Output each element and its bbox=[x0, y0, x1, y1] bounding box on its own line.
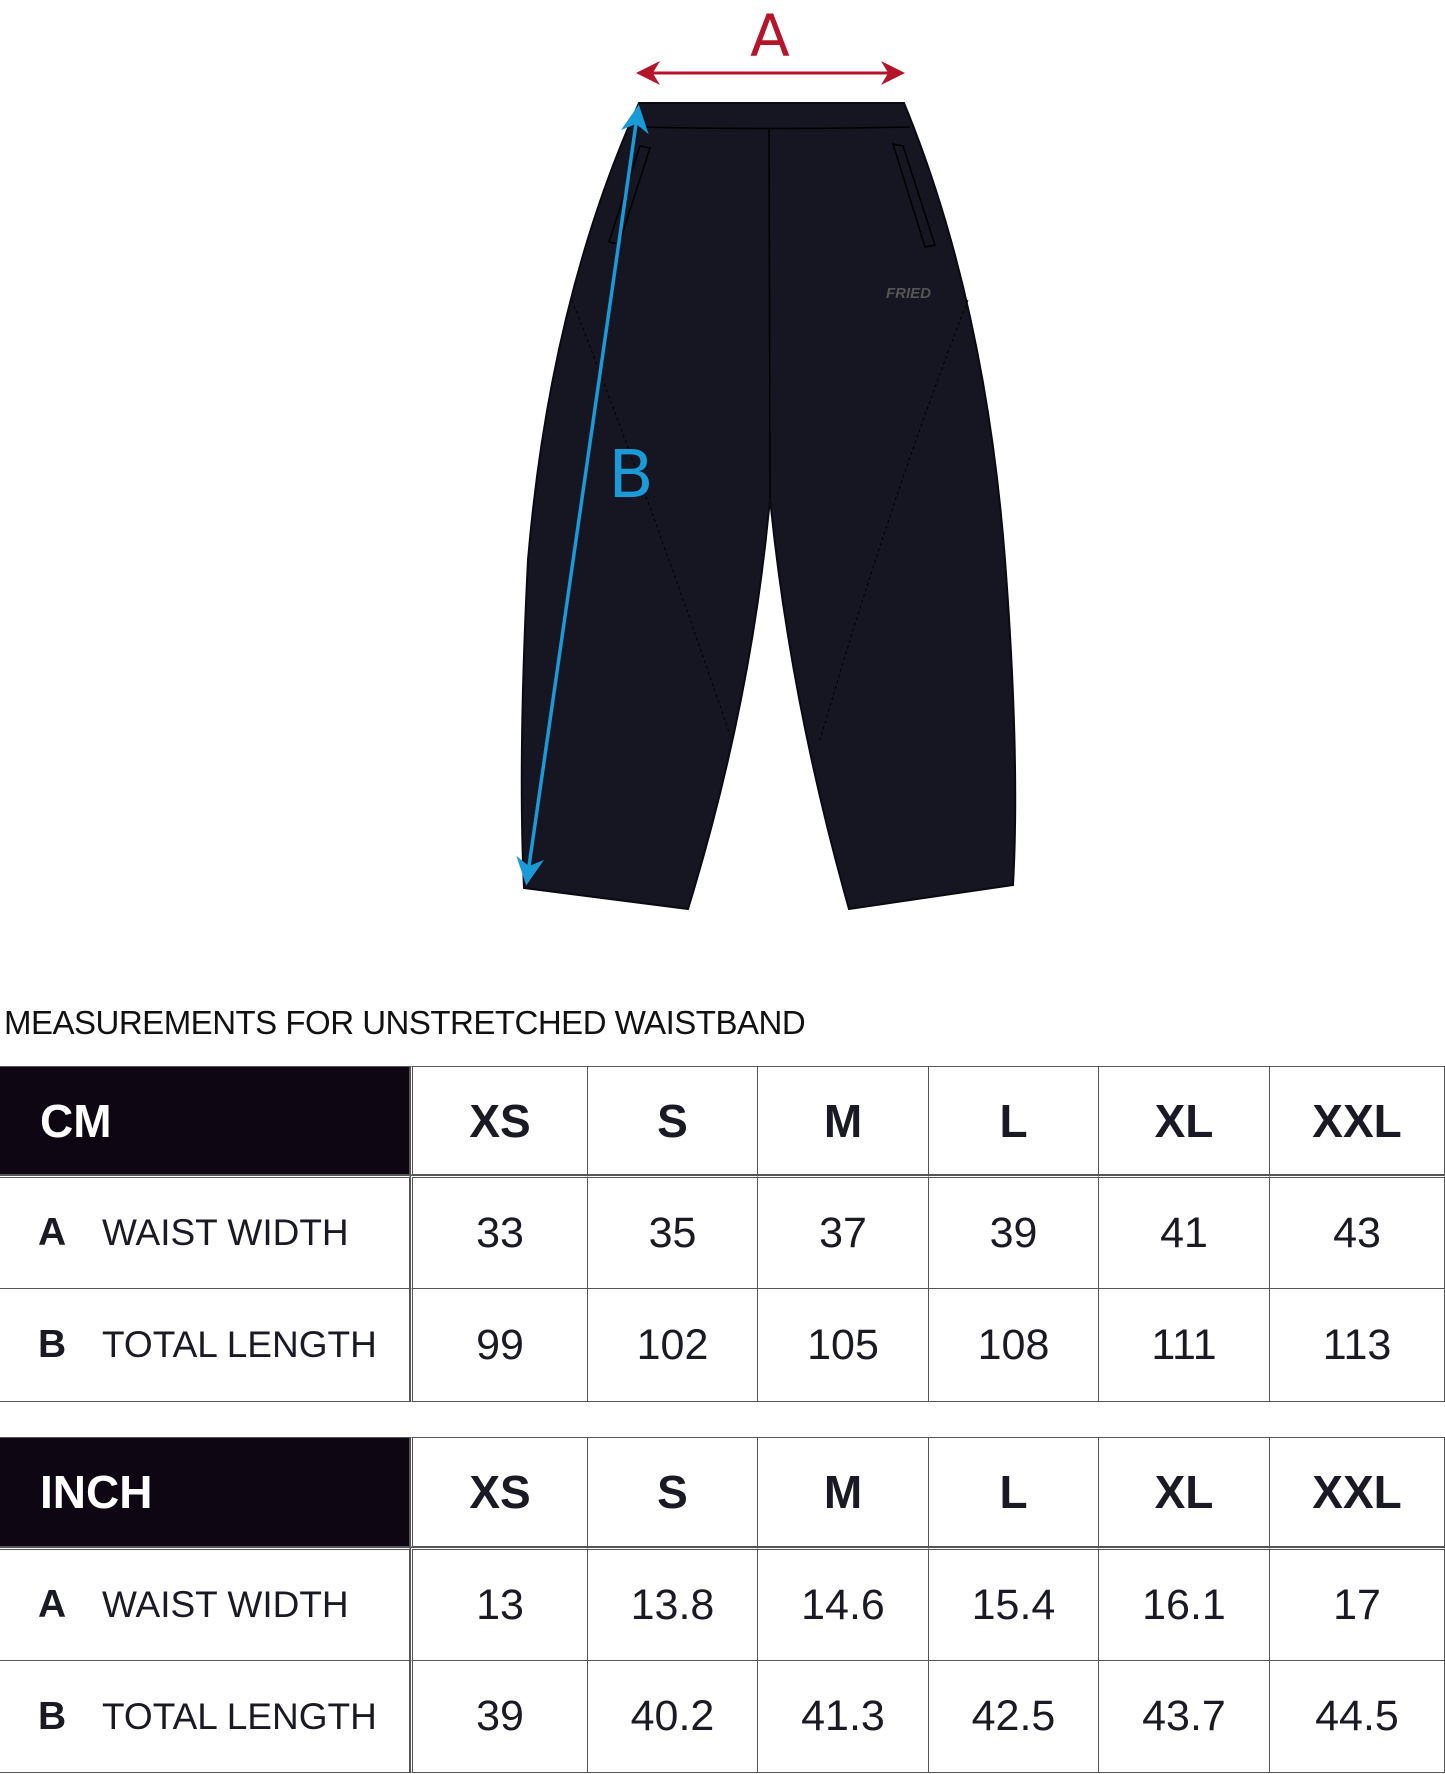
right-pocket bbox=[891, 143, 936, 248]
measurements-title: MEASUREMENTS FOR UNSTRETCHED WAISTBAND bbox=[4, 1004, 806, 1041]
left-panel-seam bbox=[571, 299, 731, 736]
size-header-l: L bbox=[929, 1066, 1099, 1175]
total-length-arrow bbox=[516, 104, 649, 886]
table-cell: 102 bbox=[588, 1289, 758, 1402]
table-cell: 13 bbox=[410, 1547, 588, 1661]
table-cell: 43.7 bbox=[1099, 1661, 1270, 1773]
table-cell: 113 bbox=[1270, 1289, 1445, 1402]
label-a: A bbox=[750, 2, 790, 70]
measurement-name: TOTAL LENGTH bbox=[102, 1695, 377, 1737]
size-header-xxl: XXL bbox=[1270, 1437, 1445, 1547]
right-panel-seam bbox=[819, 299, 969, 741]
size-header-xs: XS bbox=[410, 1066, 588, 1175]
unit-header: INCH bbox=[0, 1437, 410, 1547]
table-cell: 41 bbox=[1099, 1175, 1270, 1289]
table-cell: 43 bbox=[1270, 1175, 1445, 1289]
table-cell: 99 bbox=[410, 1289, 588, 1402]
table-cell: 15.4 bbox=[929, 1547, 1099, 1661]
measurement-letter: B bbox=[38, 1694, 67, 1738]
table-cell: 35 bbox=[588, 1175, 758, 1289]
table-cell: 14.6 bbox=[758, 1547, 929, 1661]
table-cell: 37 bbox=[758, 1175, 929, 1289]
size-header-l: L bbox=[929, 1437, 1099, 1547]
size-header-xl: XL bbox=[1099, 1437, 1270, 1547]
pants-diagram: FRIED A B bbox=[516, 2, 1017, 911]
table-cell: 13.8 bbox=[588, 1547, 758, 1661]
center-seam bbox=[768, 127, 771, 499]
table-cell: 16.1 bbox=[1099, 1547, 1270, 1661]
table-cell: 33 bbox=[410, 1175, 588, 1289]
measurement-name: WAIST WIDTH bbox=[102, 1584, 349, 1625]
measurement-label: A WAIST WIDTH bbox=[0, 1175, 410, 1289]
size-header-xl: XL bbox=[1099, 1066, 1270, 1175]
table-cell: 105 bbox=[758, 1289, 929, 1402]
table-cell: 111 bbox=[1099, 1289, 1270, 1402]
table-cell: 39 bbox=[410, 1661, 588, 1773]
measurement-name: WAIST WIDTH bbox=[102, 1212, 349, 1253]
size-header-m: M bbox=[758, 1437, 929, 1547]
measurement-label: B TOTAL LENGTH bbox=[0, 1289, 410, 1402]
measurement-label: A WAIST WIDTH bbox=[0, 1547, 410, 1661]
size-header-xs: XS bbox=[410, 1437, 588, 1547]
label-b: B bbox=[608, 436, 653, 513]
pants-silhouette bbox=[520, 102, 1017, 911]
measurement-letter: B bbox=[38, 1323, 67, 1366]
measurement-letter: A bbox=[38, 1211, 67, 1254]
size-header-s: S bbox=[588, 1437, 758, 1547]
table-cell: 17 bbox=[1270, 1547, 1445, 1661]
measurement-letter: A bbox=[38, 1583, 67, 1626]
unit-header: CM bbox=[0, 1066, 410, 1175]
measurement-name: TOTAL LENGTH bbox=[102, 1324, 377, 1365]
table-cell: 42.5 bbox=[929, 1661, 1099, 1773]
table-cell: 41.3 bbox=[758, 1661, 929, 1773]
size-header-m: M bbox=[758, 1066, 929, 1175]
brand-logo: FRIED bbox=[886, 285, 931, 302]
measurement-label: B TOTAL LENGTH bbox=[0, 1661, 410, 1773]
waistband-seam bbox=[639, 126, 911, 130]
table-cell: 39 bbox=[929, 1175, 1099, 1289]
size-header-xxl: XXL bbox=[1270, 1066, 1445, 1175]
size-header-s: S bbox=[588, 1066, 758, 1175]
table-cell: 108 bbox=[929, 1289, 1099, 1402]
table-cell: 44.5 bbox=[1270, 1661, 1445, 1773]
table-cell: 40.2 bbox=[588, 1661, 758, 1773]
